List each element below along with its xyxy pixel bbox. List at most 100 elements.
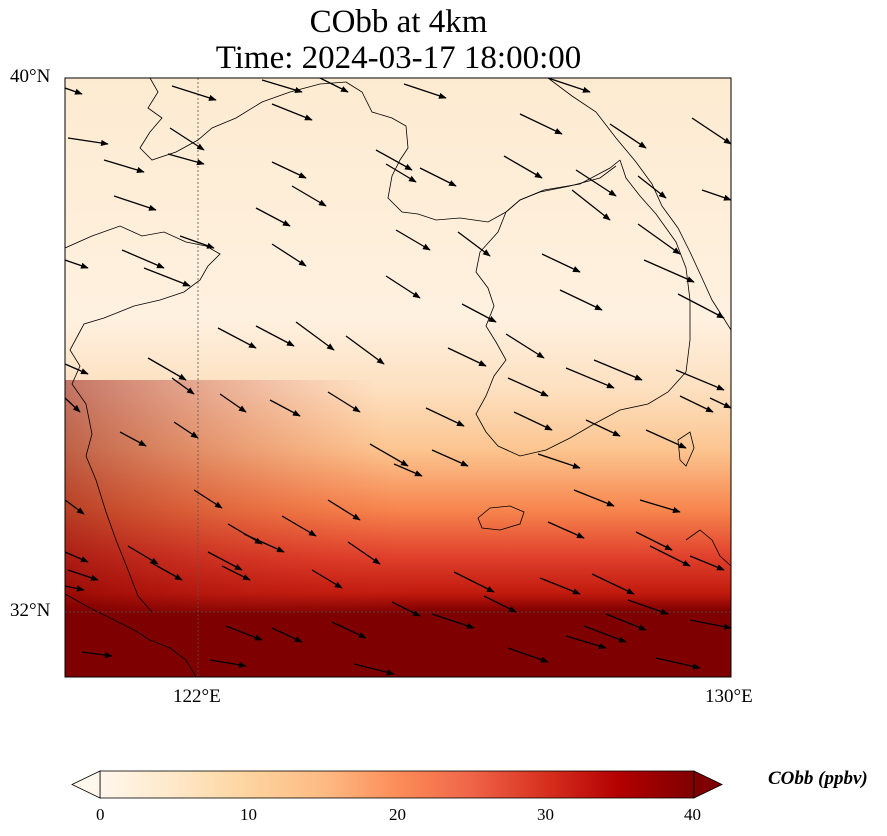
wind-vector-arrow: [209, 659, 247, 668]
tsushima-island: [677, 431, 695, 467]
wind-vector-arrow: [643, 259, 695, 283]
map-title: CObb at 4km: [309, 4, 488, 40]
wind-vector-arrow: [81, 651, 113, 659]
wind-vector-arrow: [375, 149, 413, 171]
wind-vector-arrow: [217, 327, 257, 349]
wind-vector-arrow: [645, 429, 687, 449]
wind-vector-arrow: [171, 377, 195, 395]
wind-vector-arrow: [539, 577, 581, 595]
wind-vector-arrow: [331, 621, 367, 639]
lat-tick-32n: 32°N: [10, 600, 51, 621]
wind-vector-arrow: [507, 377, 549, 397]
wind-vector-arrow: [689, 555, 725, 571]
wind-vector-arrow: [679, 395, 714, 413]
wind-vector-arrow: [571, 189, 611, 221]
wind-vector-arrow: [637, 175, 667, 199]
wind-vector-arrow: [461, 303, 497, 323]
colorbar-tick-10: 10: [240, 805, 257, 824]
coastline-korea-west: [475, 159, 691, 457]
wind-vector-arrow: [65, 363, 89, 375]
wind-vector-arrow: [627, 599, 669, 615]
colorbar: [71, 770, 723, 799]
jeju-island: [477, 505, 525, 531]
wind-vector-arrow: [537, 453, 581, 469]
wind-vector-arrow: [689, 619, 731, 630]
wind-vector-arrow: [609, 123, 647, 149]
colorbar-tick-0: 0: [96, 805, 105, 824]
wind-vector-arrow: [605, 613, 647, 631]
wind-vector-arrow: [419, 167, 457, 187]
wind-vector-arrow: [169, 127, 205, 151]
coastline-japan-kyushu: [685, 529, 731, 567]
wind-vector-arrow: [261, 79, 303, 93]
wind-vector-arrow: [385, 275, 421, 299]
wind-vector-arrow: [635, 531, 673, 551]
wind-vector-arrow: [505, 333, 545, 359]
wind-vector-arrow: [269, 399, 301, 417]
wind-vector-arrow: [149, 561, 183, 581]
wind-vector-arrow: [447, 347, 487, 367]
wind-vector-arrow: [281, 515, 317, 537]
wind-vector-arrow: [691, 117, 731, 145]
wind-vector-arrow: [591, 573, 635, 595]
wind-vector-arrow: [207, 551, 243, 571]
wind-vector-arrow: [65, 397, 81, 413]
wind-vector-arrow: [103, 159, 145, 173]
wind-vector-arrow: [65, 259, 89, 269]
wind-vector-arrow: [385, 163, 417, 183]
wind-vector-arrow: [649, 545, 691, 567]
lat-tick-40n: 40°N: [10, 66, 51, 87]
wind-vector-arrow: [637, 223, 681, 255]
wind-vector-arrow: [119, 431, 147, 447]
wind-vector-arrow: [143, 267, 191, 287]
wind-vector-arrow: [113, 195, 157, 211]
gridlines: [65, 78, 731, 677]
wind-vector-arrow: [583, 625, 627, 643]
wind-vector-arrow: [483, 595, 517, 613]
wind-vector-arrow: [547, 78, 591, 93]
wind-vector-arrow: [243, 533, 285, 553]
coastline-korea-east: [547, 78, 731, 331]
wind-vector-arrow: [271, 243, 307, 267]
map-subtitle: Time: 2024-03-17 18:00:00: [215, 40, 582, 76]
wind-vector-arrow: [271, 103, 313, 121]
lon-tick-122e: 122°E: [173, 686, 221, 707]
wind-vector-arrow: [271, 627, 303, 643]
colorbar-title: CObb (ppbv): [768, 768, 868, 789]
wind-vector-arrow: [173, 421, 199, 439]
wind-vector-arrow: [353, 663, 395, 676]
wind-vector-arrow: [127, 545, 159, 565]
wind-vector-arrow: [547, 521, 585, 539]
wind-vector-arrow: [565, 367, 615, 389]
wind-vector-arrow: [345, 335, 385, 365]
wind-vector-arrow: [403, 83, 447, 99]
wind-vector-arrow: [67, 569, 99, 581]
wind-vector-arrow: [431, 449, 469, 467]
lon-tick-130e: 130°E: [705, 686, 753, 707]
wind-vector-arrow: [585, 419, 621, 437]
wind-vector-arrow: [219, 393, 247, 413]
colorbar-tick-40: 40: [684, 805, 701, 824]
wind-vector-arrow: [347, 541, 381, 565]
wind-vector-arrow: [65, 585, 85, 592]
coastline-liaodong: [139, 78, 347, 161]
wind-vector-arrow: [453, 571, 495, 593]
colorbar-extend-max: [693, 770, 723, 799]
wind-vector-arrow: [319, 78, 349, 93]
wind-vector-arrow: [147, 357, 187, 381]
colorbar-tick-30: 30: [537, 805, 554, 824]
wind-vector-arrow: [291, 185, 327, 207]
colorbar-body: [99, 770, 695, 799]
wind-vectors: [65, 78, 731, 676]
wind-vector-arrow: [503, 155, 543, 179]
wind-vector-arrow: [327, 391, 361, 413]
coastline-yangtze: [65, 593, 197, 677]
wind-vector-arrow: [519, 113, 563, 135]
wind-vector-arrow: [167, 153, 205, 166]
wind-vector-arrow: [369, 443, 409, 467]
wind-vector-arrow: [507, 647, 549, 663]
wind-vector-arrow: [193, 489, 223, 509]
wind-vector-arrow: [559, 289, 603, 311]
coastlines: [65, 78, 731, 677]
